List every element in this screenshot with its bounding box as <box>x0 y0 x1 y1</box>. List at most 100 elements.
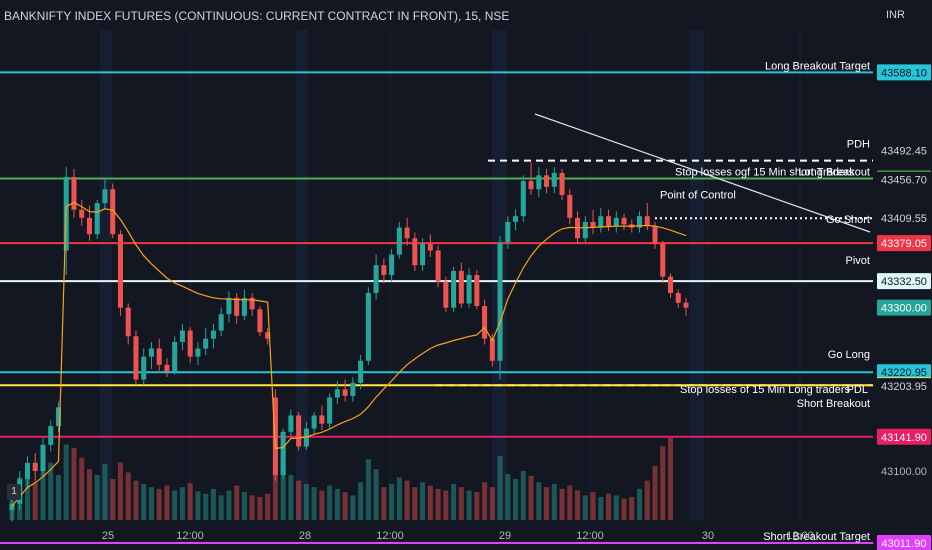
volume-bar-61 <box>482 482 488 520</box>
volume-bar-60 <box>474 492 480 520</box>
volume-bar-79 <box>621 498 627 520</box>
volume-bar-26 <box>210 488 216 520</box>
candle-86 <box>675 292 681 303</box>
volume-bar-13 <box>110 479 116 520</box>
x-tick-5: 12:00 <box>576 530 604 542</box>
axis-label-5: 43409.55 <box>881 213 927 225</box>
x-tick-1: 12:00 <box>176 530 204 542</box>
trend-line <box>534 113 871 233</box>
volume-bar-55 <box>435 488 441 520</box>
label-long-breakout-target: Long Breakout Target <box>765 60 870 72</box>
candle-20 <box>164 364 170 372</box>
label-long-breakout: Long Breakout <box>798 167 870 179</box>
axis-last-price: 43300.00 <box>881 303 927 315</box>
candle-63 <box>497 242 503 361</box>
candle-16 <box>133 336 139 380</box>
volume-bar-2 <box>24 470 31 520</box>
candle-69 <box>544 175 550 187</box>
volume-bar-30 <box>241 492 247 520</box>
volume-bar-80 <box>629 497 635 520</box>
volume-bar-74 <box>582 495 588 520</box>
volume-bar-59 <box>466 490 472 520</box>
session-break-0 <box>100 30 112 520</box>
volume-bar-21 <box>172 490 178 520</box>
volume-bar-46 <box>365 459 371 520</box>
volume-bar-7 <box>63 444 69 520</box>
x-tick-3: 12:00 <box>376 530 404 542</box>
volume-bar-72 <box>567 485 573 520</box>
volume-bar-70 <box>551 483 557 520</box>
x-tick-0: 25 <box>102 530 114 542</box>
axis-label-7-box <box>877 273 931 290</box>
axis-label-13: 43011.90 <box>881 538 926 550</box>
axis-label-11-box <box>877 378 931 395</box>
label-short-breakout-target: Short Breakout Target <box>763 531 870 543</box>
volume-bar-53 <box>420 482 426 520</box>
volume-bar-52 <box>412 487 418 520</box>
candle-12 <box>102 189 108 204</box>
label-stop-losses-long: Stop losses of 15 Min Long traders <box>680 384 850 396</box>
candle-30 <box>241 297 247 316</box>
volume-bar-66 <box>520 470 526 520</box>
volume-bar-23 <box>187 483 193 520</box>
axis-label-8: 43220.95 <box>881 367 927 379</box>
candle-24 <box>195 348 201 357</box>
candle-21 <box>172 341 178 372</box>
candle-42 <box>334 389 340 398</box>
volume-bar-48 <box>381 487 387 520</box>
volume-bar-40 <box>319 490 325 520</box>
volume-bar-67 <box>528 475 534 520</box>
volume-bar-68 <box>536 482 542 520</box>
candle-71 <box>559 172 565 195</box>
axis-label-12: 43141.90 <box>881 432 927 444</box>
candle-31 <box>249 297 255 310</box>
candle-82 <box>644 216 650 226</box>
x-tick-7: 12:00 <box>786 530 814 542</box>
candle-58 <box>458 270 464 304</box>
axis-label-8-box <box>877 364 931 381</box>
candle-72 <box>567 194 573 218</box>
candle-77 <box>606 216 612 226</box>
volume-bar-77 <box>606 493 612 520</box>
volume-bar-42 <box>334 488 340 520</box>
volume-bar-36 <box>288 474 294 520</box>
chart-title: BANKNIFTY INDEX FUTURES (CONTINUOUS: CUR… <box>4 9 510 23</box>
candle-34 <box>272 397 278 476</box>
axis-label-11: 43203.95 <box>881 381 927 393</box>
axis-label-0-box <box>877 64 931 81</box>
candle-22 <box>179 330 185 342</box>
candle-57 <box>451 270 457 308</box>
candle-10 <box>86 217 92 235</box>
candle-29 <box>234 297 240 316</box>
candle-5 <box>48 426 54 445</box>
candle-18 <box>148 348 154 357</box>
candle-28 <box>226 297 232 315</box>
candle-70 <box>551 172 557 187</box>
volume-bar-29 <box>234 485 240 520</box>
volume-bar-33 <box>265 493 271 520</box>
layer-badge[interactable]: 1 <box>7 484 21 500</box>
volume-bar-78 <box>613 495 619 520</box>
volume-bar-8 <box>71 447 77 520</box>
candle-51 <box>404 227 410 239</box>
x-tick-2: 28 <box>299 530 311 542</box>
candle-64 <box>505 221 511 243</box>
candle-53 <box>420 243 426 266</box>
volume-bar-44 <box>350 495 356 520</box>
session-break-3 <box>690 30 704 520</box>
candle-14 <box>117 234 123 308</box>
candle-9 <box>79 209 85 218</box>
candle-48 <box>381 265 387 275</box>
candle-78 <box>613 217 619 226</box>
candle-84 <box>660 243 666 277</box>
candle-23 <box>187 330 193 357</box>
volume-bar-19 <box>156 488 162 520</box>
volume-bar-37 <box>296 480 302 520</box>
volume-bar-57 <box>451 483 457 520</box>
volume-bar-27 <box>218 495 224 520</box>
axis-label-4-box <box>877 171 931 188</box>
volume-bar-18 <box>148 487 154 520</box>
volume-bar-63 <box>497 456 503 520</box>
volume-bar-32 <box>257 497 263 520</box>
